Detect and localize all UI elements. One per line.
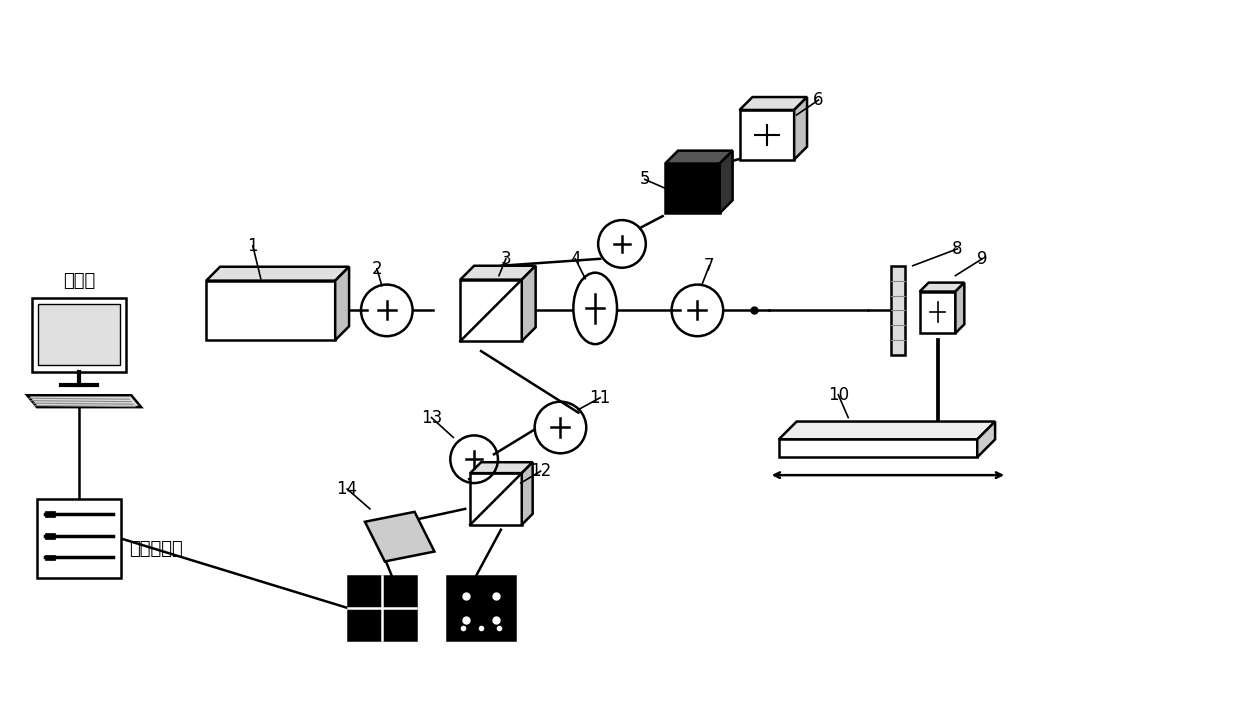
Polygon shape	[470, 462, 533, 473]
Polygon shape	[779, 439, 978, 458]
Polygon shape	[522, 462, 533, 525]
Polygon shape	[336, 266, 349, 340]
Polygon shape	[720, 151, 732, 213]
Text: 信号处理板: 信号处理板	[129, 539, 183, 557]
Polygon shape	[522, 266, 535, 341]
Text: 3: 3	[501, 250, 512, 268]
FancyBboxPatch shape	[45, 511, 55, 517]
Polygon shape	[919, 292, 955, 333]
FancyBboxPatch shape	[45, 533, 55, 539]
Text: 6: 6	[813, 91, 824, 109]
Text: 8: 8	[952, 240, 963, 258]
Text: 1: 1	[248, 237, 258, 255]
Polygon shape	[794, 97, 807, 159]
Text: 14: 14	[337, 480, 358, 498]
Polygon shape	[779, 421, 995, 439]
Text: 计算机: 计算机	[63, 272, 95, 290]
Text: 12: 12	[530, 462, 551, 480]
Polygon shape	[919, 282, 964, 292]
Polygon shape	[27, 395, 141, 407]
Polygon shape	[665, 164, 720, 213]
Polygon shape	[891, 266, 904, 355]
Text: 2: 2	[372, 260, 382, 278]
Text: 7: 7	[704, 257, 715, 274]
Text: 10: 10	[828, 386, 849, 404]
Polygon shape	[37, 499, 121, 578]
Polygon shape	[955, 282, 964, 333]
Polygon shape	[460, 266, 535, 279]
Text: 11: 11	[590, 389, 611, 407]
Polygon shape	[32, 298, 126, 372]
Polygon shape	[38, 304, 120, 366]
Text: 5: 5	[639, 170, 650, 188]
Polygon shape	[206, 281, 336, 340]
Polygon shape	[206, 266, 349, 281]
Text: 4: 4	[570, 250, 581, 268]
Polygon shape	[740, 110, 794, 159]
Polygon shape	[470, 473, 522, 525]
Polygon shape	[366, 512, 435, 561]
FancyBboxPatch shape	[45, 555, 55, 560]
Polygon shape	[348, 576, 415, 640]
Polygon shape	[460, 279, 522, 341]
Text: 13: 13	[421, 408, 442, 426]
Polygon shape	[740, 97, 807, 110]
Text: 9: 9	[976, 250, 987, 268]
Polygon shape	[447, 576, 515, 640]
Polygon shape	[665, 151, 732, 164]
Polygon shape	[978, 421, 995, 458]
